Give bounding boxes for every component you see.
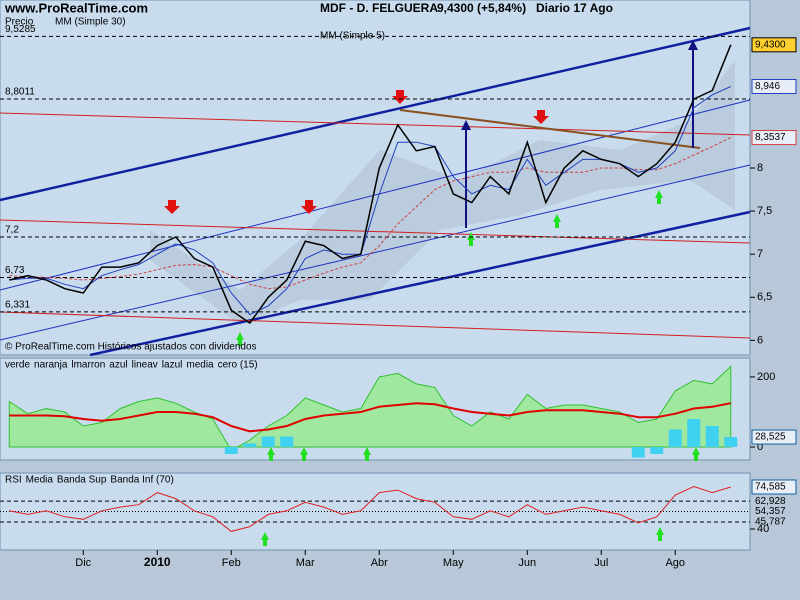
legend-entry: Banda Sup xyxy=(57,475,107,486)
y-tick-label: 7 xyxy=(757,248,763,260)
bar xyxy=(631,447,645,458)
target-arrow xyxy=(688,40,698,50)
red-line xyxy=(0,219,751,244)
legend-entry: naranja xyxy=(34,360,68,371)
legend-entry: lineav xyxy=(132,360,158,371)
bar xyxy=(243,443,257,448)
last-value-box xyxy=(751,130,797,146)
level-label: 8,8011 xyxy=(5,87,35,98)
legend-entry: Media xyxy=(26,475,54,486)
level-label: 62,928 xyxy=(755,496,786,507)
red-line xyxy=(0,311,751,339)
channel-line xyxy=(0,164,751,341)
channel-line xyxy=(0,26,751,202)
legend-entry: Banda Inf (70) xyxy=(110,475,173,486)
last-value-box xyxy=(751,79,797,95)
title: MDF - D. FELGUERA xyxy=(320,1,438,15)
indicator-line xyxy=(9,485,731,532)
level-label: 6,73 xyxy=(5,265,25,276)
x-tick-label: Dic xyxy=(75,557,91,569)
price-panel xyxy=(0,0,751,356)
bar xyxy=(261,436,275,448)
x-tick-label: Mar xyxy=(296,557,315,569)
legend-entry: RSI xyxy=(5,475,22,486)
period: Diario 17 Ago xyxy=(536,1,613,15)
level-label: 9,5285 xyxy=(5,24,36,35)
sell-arrows xyxy=(164,90,549,214)
x-tick-label: Jul xyxy=(594,557,608,569)
level-label: 7,2 xyxy=(5,225,19,236)
last-value-box xyxy=(751,37,797,53)
last-value-box xyxy=(751,479,797,495)
y-tick-label: 0 xyxy=(757,441,763,453)
legend-entry: MM (Simple 5) xyxy=(320,31,385,42)
footnote: © ProRealTime.com Históricos ajustados c… xyxy=(5,342,257,353)
moving-average xyxy=(9,137,732,290)
last-value-label: 8,3537 xyxy=(755,132,786,143)
bar xyxy=(224,447,238,455)
x-tick-label: Ago xyxy=(665,557,685,569)
last-value-label: 28,525 xyxy=(755,432,786,443)
legend-entry: cero (15) xyxy=(218,360,258,371)
legend-entry: verde xyxy=(5,360,30,371)
level-label: 6,331 xyxy=(5,299,30,310)
bar xyxy=(705,426,719,448)
logo: www.ProRealTime.com xyxy=(4,0,148,15)
y-tick-label: 6 xyxy=(757,334,763,346)
x-tick-label: Abr xyxy=(371,557,388,569)
y-label: Precio xyxy=(5,17,34,28)
level-label: 54,357 xyxy=(755,506,786,517)
last-value-label: 8,946 xyxy=(755,81,780,92)
legend-entry: lazul xyxy=(162,360,183,371)
y-tick-label: 6,5 xyxy=(757,291,772,303)
last-value-label: 9,4300 xyxy=(755,39,786,50)
y-tick-label: 40 xyxy=(757,523,769,535)
buy-arrows xyxy=(236,190,700,546)
price-line xyxy=(9,44,732,325)
x-tick-label: May xyxy=(443,557,464,569)
y-tick-label: 7,5 xyxy=(757,205,772,217)
legend-entry: MM (Simple 30) xyxy=(55,17,126,28)
resistance-line xyxy=(399,109,701,149)
indicator-line xyxy=(9,402,731,433)
subtitle: 9,4300 (+5,84%) xyxy=(437,1,526,15)
legend-entry: media xyxy=(186,360,214,371)
last-value-label: 74,585 xyxy=(755,482,786,493)
red-line xyxy=(0,112,751,136)
legend-entry: lmarron xyxy=(71,360,105,371)
channel-line xyxy=(89,210,751,357)
y-tick-label: 200 xyxy=(757,371,775,383)
target-arrow xyxy=(461,120,471,130)
bar xyxy=(668,429,682,448)
legend-entry: azul xyxy=(109,360,127,371)
x-tick-label: Feb xyxy=(222,557,241,569)
y-tick-label: 8 xyxy=(757,162,763,174)
bar xyxy=(280,436,294,448)
level-label: 45,787 xyxy=(755,517,786,528)
bar xyxy=(724,437,738,448)
last-value-box xyxy=(751,429,797,445)
bar xyxy=(687,418,701,448)
bar xyxy=(650,447,664,455)
x-tick-label: Jun xyxy=(518,557,536,569)
x-tick-label: 2010 xyxy=(144,555,171,569)
